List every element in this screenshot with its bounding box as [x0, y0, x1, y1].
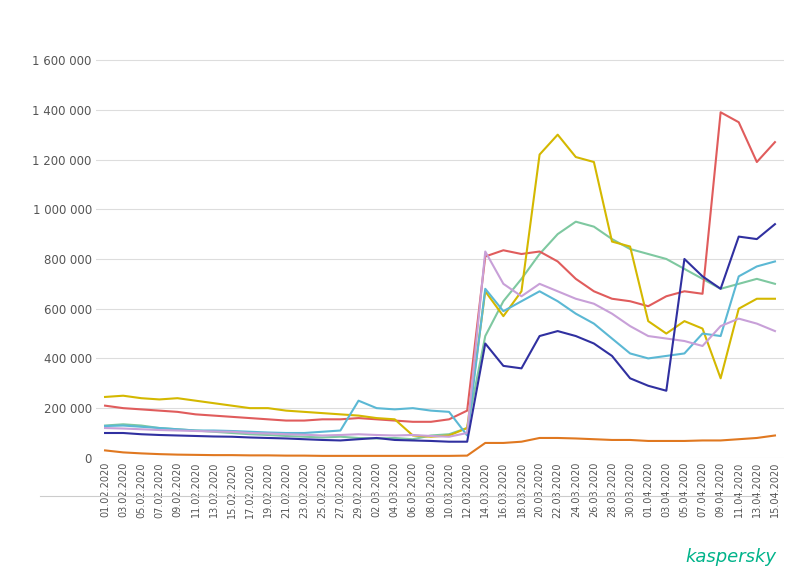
Text: kaspersky: kaspersky: [685, 548, 776, 566]
